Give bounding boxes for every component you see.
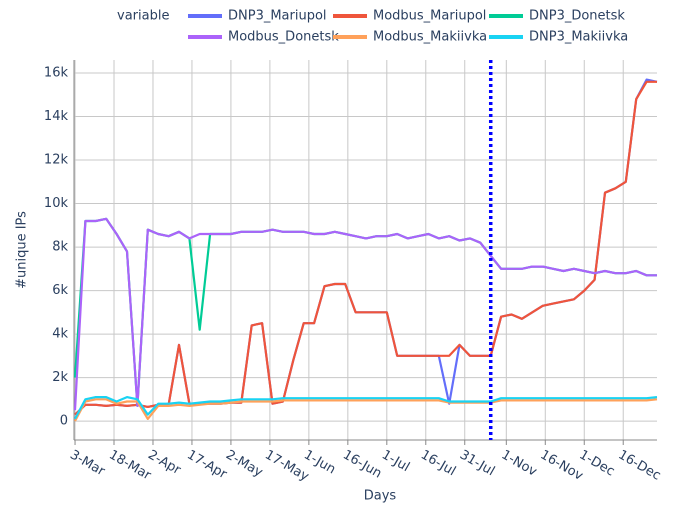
series-line [74, 398, 658, 422]
series-line [73, 217, 657, 411]
y-tick-label: 14k [44, 109, 69, 124]
y-tick-label: 6k [52, 283, 68, 298]
x-tick-label: 1-Nov [499, 448, 540, 480]
series-line [74, 80, 657, 416]
legend-label: Modbus_Donetsk [228, 30, 339, 45]
x-tick-label: 16-Jul [418, 448, 458, 480]
y-tick-label: 16k [44, 66, 69, 81]
x-tick-label: 1-Jul [379, 448, 412, 476]
legend-label: DNP3_Mariupol [228, 9, 327, 24]
legend-label: Modbus_Makiivka [373, 30, 487, 45]
x-tick-label: 17-May [262, 448, 311, 485]
legend-title: variable [117, 9, 169, 24]
x-tick-label: 16-Jun [340, 448, 384, 482]
x-tick-label: 18-Mar [106, 448, 154, 484]
x-tick-label: 31-Jul [457, 448, 497, 480]
legend-label: Modbus_Mariupol [373, 9, 486, 24]
x-tick-label: 16-Dec [615, 448, 663, 484]
y-tick-label: 10k [44, 196, 69, 211]
y-axis-title: #unique IPs [15, 211, 30, 289]
x-tick-label: 2-May [223, 448, 265, 481]
series-line [74, 396, 658, 420]
y-tick-label: 2k [52, 370, 68, 385]
x-tick-label: 16-Nov [538, 448, 586, 484]
legend-label: DNP3_Makiivka [529, 30, 628, 45]
x-tick-label: 17-Apr [184, 448, 230, 483]
x-tick-label: 3-Mar [67, 448, 108, 480]
x-axis-title: Days [364, 489, 397, 504]
y-tick-label: 0 [60, 414, 68, 429]
y-tick-label: 4k [52, 327, 68, 342]
y-tick-label: 12k [44, 153, 69, 168]
legend-label: DNP3_Donetsk [529, 9, 625, 24]
y-tick-label: 8k [52, 240, 68, 255]
